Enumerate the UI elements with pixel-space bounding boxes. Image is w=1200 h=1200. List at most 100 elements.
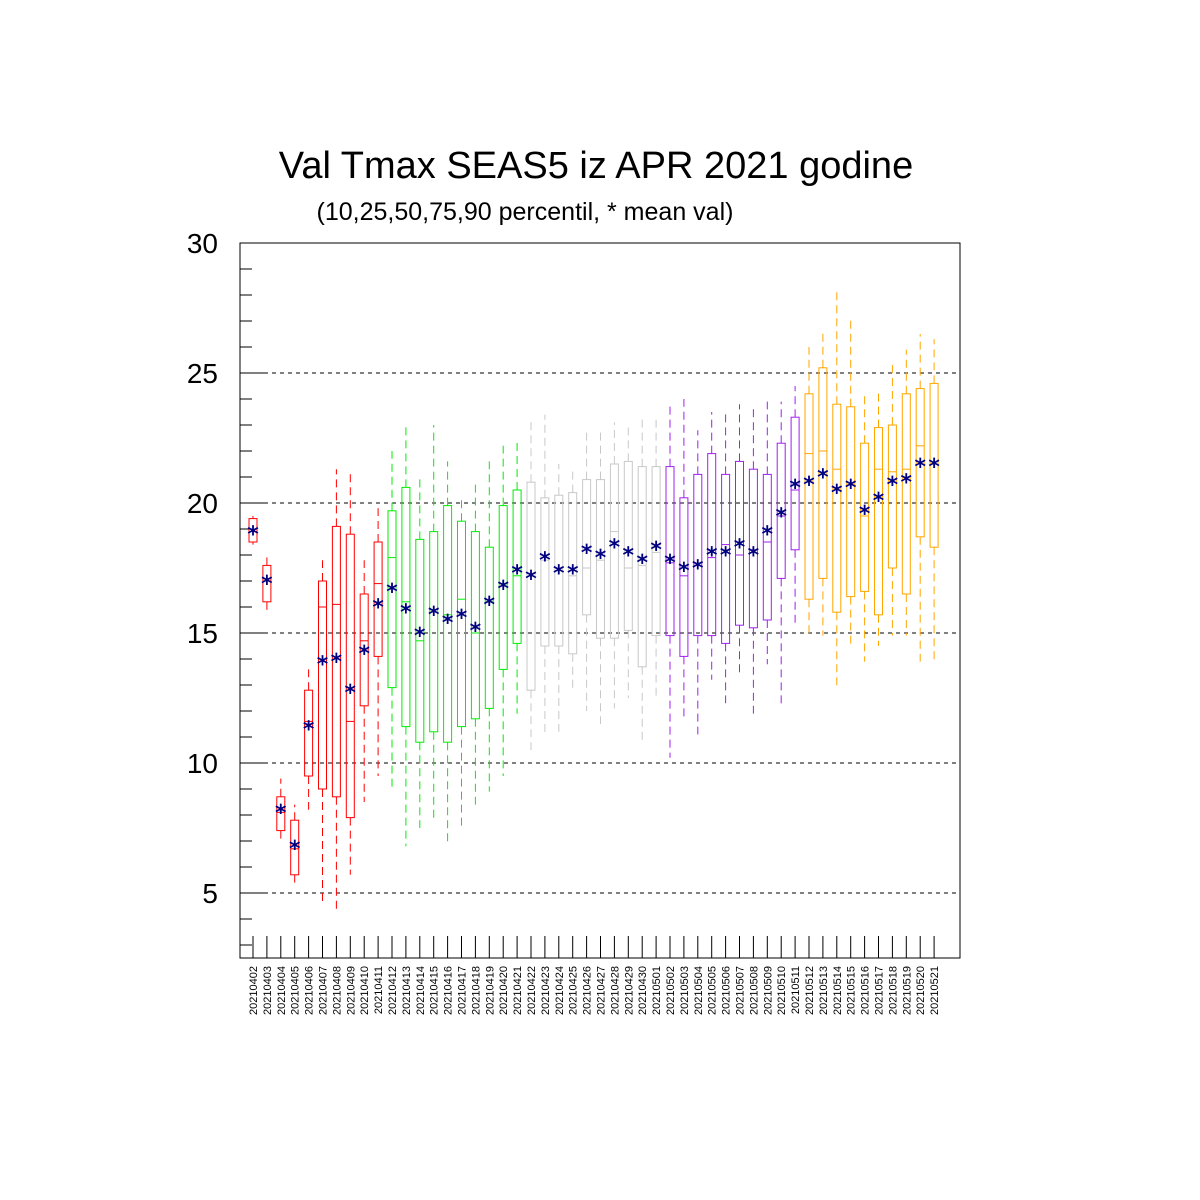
mean-marker-20210418: *	[470, 619, 482, 644]
box-iqr	[470, 531, 480, 720]
mean-markers: ****** ******** * ***** *** ** * * * *** * ** * * ****…	[247, 455, 940, 862]
x-tick-label-20210405: 20210405	[290, 966, 302, 1015]
mean-marker-20210429: *	[623, 543, 635, 568]
mean-marker-20210403: *	[261, 572, 273, 597]
box-20210419	[484, 461, 494, 792]
box-iqr	[401, 486, 411, 728]
x-tick-label-20210511: 20210511	[790, 966, 802, 1014]
mean-marker-20210416: *	[442, 611, 454, 636]
mean-marker-20210412: *	[386, 580, 398, 605]
box-iqr	[304, 689, 314, 777]
box-20210424	[554, 464, 564, 732]
mean-marker-20210504: *	[692, 556, 704, 581]
box-20210413	[401, 425, 411, 847]
box-iqr	[318, 580, 327, 790]
box-20210426	[582, 432, 592, 711]
box-20210515	[846, 318, 856, 646]
box-iqr	[582, 479, 592, 616]
x-tick-label-20210424: 20210424	[554, 966, 566, 1015]
y-axis: 5 10 15 20 25 30	[187, 228, 218, 909]
box-20210402	[248, 516, 258, 545]
box-20210509	[762, 401, 772, 665]
box-20210417	[457, 495, 466, 828]
y-tick-label-30: 30	[187, 228, 218, 259]
box-20210508	[748, 404, 758, 714]
mean-marker-20210517: *	[873, 489, 885, 514]
x-axis: 20210402 20210403 20210404 20210405 20210406…	[248, 936, 941, 1015]
y-tick-label-20: 20	[187, 488, 218, 519]
box-iqr	[804, 393, 814, 600]
x-tick-label-20210406: 20210406	[304, 966, 316, 1015]
x-tick-label-20210418: 20210418	[470, 966, 482, 1015]
box-20210405	[290, 804, 300, 883]
x-tick-label-20210403: 20210403	[262, 966, 274, 1015]
box-iqr	[359, 593, 369, 707]
x-tick-label-20210425: 20210425	[568, 966, 580, 1015]
y-tick-label-15: 15	[187, 618, 218, 649]
mean-marker-20210521: *	[928, 455, 940, 480]
x-tick-label-20210505: 20210505	[707, 966, 719, 1015]
box-iqr	[887, 424, 897, 569]
box-iqr	[457, 520, 466, 728]
box-iqr	[915, 388, 925, 538]
box-iqr	[721, 473, 731, 644]
box-iqr	[443, 505, 453, 743]
box-iqr	[818, 367, 828, 579]
box-iqr	[609, 463, 619, 639]
mean-marker-20210513: *	[817, 465, 829, 490]
box-iqr	[846, 406, 856, 598]
box-iqr	[665, 466, 675, 637]
mean-marker-20210502: *	[664, 551, 676, 576]
x-tick-label-20210518: 20210518	[887, 966, 899, 1015]
box-iqr	[387, 510, 397, 689]
x-tick-label-20210501: 20210501	[651, 966, 663, 1015]
mean-marker-20210426: *	[581, 541, 593, 566]
box-20210414	[415, 474, 425, 828]
x-tick-label-20210510: 20210510	[776, 966, 788, 1015]
box-iqr	[526, 481, 536, 691]
x-tick-label-20210415: 20210415	[429, 966, 441, 1015]
x-tick-label-20210404: 20210404	[276, 966, 288, 1015]
box-20210403	[262, 555, 272, 613]
y-minor-ticks	[240, 242, 264, 946]
box-20210519	[901, 349, 911, 636]
box-20210517	[874, 391, 883, 646]
box-20210412	[387, 451, 397, 789]
box-iqr	[596, 479, 605, 639]
box-20210510	[776, 401, 786, 706]
box-20210505	[707, 412, 717, 680]
mean-marker-20210518: *	[887, 473, 899, 498]
plot-frame	[239, 242, 961, 959]
x-tick-label-20210521: 20210521	[929, 966, 941, 1015]
mean-marker-20210424: *	[553, 562, 565, 587]
x-tick-label-20210519: 20210519	[901, 966, 913, 1015]
box-iqr	[262, 564, 272, 603]
x-tick-label-20210402: 20210402	[248, 966, 260, 1015]
mean-marker-20210407: *	[317, 653, 329, 678]
mean-marker-20210503: *	[678, 559, 690, 584]
box-20210408	[331, 469, 341, 914]
x-tick-label-20210419: 20210419	[484, 966, 496, 1015]
x-tick-label-20210422: 20210422	[526, 966, 538, 1015]
mean-marker-20210506: *	[720, 543, 732, 568]
box-iqr	[637, 466, 647, 668]
box-20210513	[818, 328, 828, 636]
box-20210418	[470, 482, 480, 805]
box-iqr	[568, 492, 578, 655]
mean-marker-20210415: *	[428, 603, 440, 628]
x-tick-label-20210409: 20210409	[345, 966, 357, 1015]
box-iqr	[707, 453, 717, 637]
box-iqr	[540, 497, 550, 647]
box-iqr	[679, 497, 689, 657]
box-20210407	[318, 560, 327, 906]
box-iqr	[860, 442, 870, 592]
x-tick-label-20210408: 20210408	[331, 966, 343, 1015]
box-iqr	[651, 466, 661, 637]
mean-marker-20210422: *	[525, 567, 537, 592]
mean-marker-20210427: *	[595, 546, 607, 571]
mean-marker-20210423: *	[539, 549, 551, 574]
mean-marker-20210414: *	[414, 624, 426, 649]
box-20210416	[443, 461, 453, 844]
mean-marker-20210419: *	[484, 593, 496, 618]
box-iqr	[776, 442, 786, 579]
